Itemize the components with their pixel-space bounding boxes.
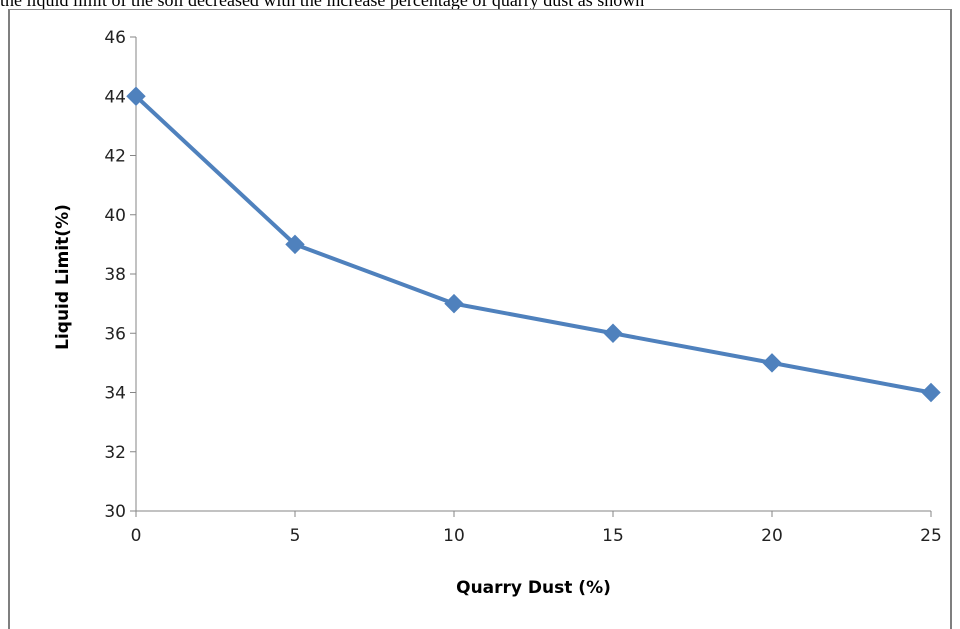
data-point-marker (126, 86, 146, 106)
y-tick-label: 38 (104, 265, 126, 285)
y-tick-label: 30 (104, 502, 126, 522)
series-layer (126, 86, 941, 403)
x-tick-label: 15 (602, 526, 624, 546)
data-point-marker (603, 323, 623, 343)
y-tick-label: 44 (104, 87, 126, 107)
y-tick-label: 34 (104, 384, 126, 404)
x-tick-label: 10 (443, 526, 465, 546)
x-tick-label: 25 (920, 526, 942, 546)
y-tick-label: 36 (104, 324, 126, 344)
y-axis-title: Liquid Limit(%) (53, 204, 73, 350)
x-axis-ticks: 0 5 10 15 20 25 (131, 511, 942, 546)
y-tick-label: 46 (104, 28, 126, 48)
x-tick-label: 5 (290, 526, 301, 546)
x-tick-label: 20 (761, 526, 783, 546)
y-tick-label: 32 (104, 443, 126, 463)
caption-text: the liquid limit of the soil decreased w… (0, 0, 645, 10)
data-point-marker (444, 293, 464, 314)
x-axis-title: Quarry Dust (%) (456, 578, 611, 598)
y-tick-label: 40 (104, 206, 126, 226)
chart-frame (8, 9, 952, 629)
data-point-marker (921, 382, 941, 403)
data-point-marker (762, 353, 782, 373)
x-tick-label: 0 (131, 526, 142, 546)
y-tick-label: 42 (104, 147, 126, 167)
series-line (134, 94, 933, 395)
y-axis-ticks: 30 32 34 36 38 40 42 44 46 (104, 28, 136, 522)
data-point-marker (285, 234, 305, 255)
